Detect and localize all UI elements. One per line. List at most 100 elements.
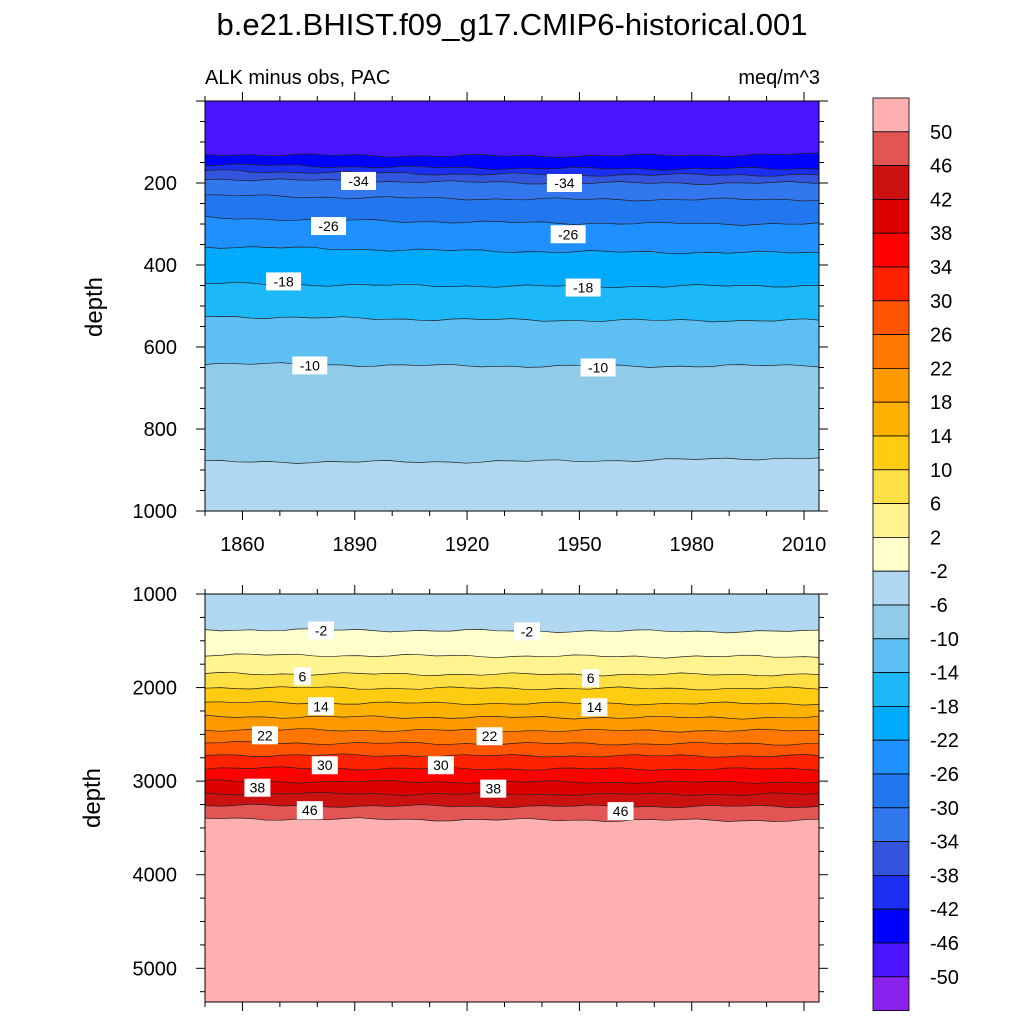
colorbar-box bbox=[872, 232, 910, 268]
colorbar-box bbox=[872, 773, 910, 809]
colorbar-box bbox=[872, 739, 910, 775]
top-contour-line bbox=[205, 163, 819, 171]
colorbar-box bbox=[872, 165, 910, 200]
top-x-tick-label: 1890 bbox=[333, 534, 378, 556]
colorbar-label: -42 bbox=[930, 899, 959, 921]
subtitle-right: meq/m^3 bbox=[738, 67, 820, 89]
colorbar-box bbox=[872, 942, 910, 978]
top-band bbox=[205, 457, 819, 511]
colorbar-box bbox=[872, 638, 910, 673]
colorbar-label: -50 bbox=[930, 967, 959, 989]
top-contour-label: -18 bbox=[274, 273, 294, 289]
colorbar-box bbox=[872, 198, 910, 234]
colorbar-box bbox=[872, 807, 910, 842]
top-y-tick-label: 400 bbox=[144, 255, 177, 277]
bottom-fills bbox=[205, 594, 819, 1002]
colorbar-box bbox=[872, 401, 910, 437]
bottom-contour-label-bg bbox=[427, 756, 454, 775]
top-contour-label: -34 bbox=[348, 173, 368, 189]
bottom-contour-label: 46 bbox=[302, 802, 318, 818]
bottom-contour-label-bg bbox=[308, 621, 335, 640]
colorbar-label: -30 bbox=[930, 798, 959, 820]
colorbar-label: -38 bbox=[930, 865, 959, 887]
colorbar-label: -18 bbox=[930, 696, 959, 718]
bottom-contour-label: 30 bbox=[433, 757, 449, 773]
top-y-tick-label: 600 bbox=[144, 337, 177, 359]
bottom-contour-line bbox=[205, 628, 819, 634]
top-contour-line bbox=[205, 169, 819, 177]
colorbar-box bbox=[872, 131, 910, 167]
top-contour-label: -10 bbox=[300, 357, 320, 373]
colorbar-box bbox=[872, 875, 910, 910]
top-y-tick-label: 1000 bbox=[133, 501, 178, 523]
colorbar-label: -2 bbox=[930, 561, 948, 583]
top-contour-label: -10 bbox=[588, 360, 608, 376]
colorbar-label: -14 bbox=[930, 663, 959, 685]
bottom-contour-line bbox=[205, 653, 819, 659]
bottom-band bbox=[205, 817, 819, 1002]
colorbar-box bbox=[872, 537, 910, 572]
colorbar-label: 42 bbox=[930, 189, 952, 211]
bottom-contour-label-bg bbox=[582, 669, 600, 688]
top-contour-label-bg bbox=[550, 225, 586, 244]
colorbar-box bbox=[872, 570, 910, 606]
top-contour-label-bg bbox=[341, 171, 376, 190]
colorbar-label: -22 bbox=[930, 730, 959, 752]
colorbar-box bbox=[872, 266, 910, 302]
colorbar-label: 38 bbox=[930, 223, 952, 245]
top-contour-line bbox=[205, 281, 819, 288]
top-contour-label: -18 bbox=[573, 280, 593, 296]
colorbar-label: 30 bbox=[930, 291, 952, 313]
colorbar-box bbox=[872, 672, 910, 707]
bottom-contour-label-bg bbox=[308, 697, 335, 716]
colorbar-label: -34 bbox=[930, 832, 959, 854]
colorbar-box bbox=[872, 334, 910, 369]
bottom-contour-line bbox=[205, 741, 819, 746]
bottom-contour-label-bg bbox=[296, 801, 323, 820]
bottom-contour-label: 6 bbox=[298, 668, 306, 684]
colorbar-label: 2 bbox=[930, 527, 941, 549]
colorbar-label: 46 bbox=[930, 156, 952, 178]
bottom-contour-line bbox=[205, 714, 819, 720]
top-contour-label-bg bbox=[311, 217, 347, 236]
bottom-contour-label-bg bbox=[607, 802, 634, 821]
colorbar-box bbox=[872, 604, 910, 640]
colorbar-label: 14 bbox=[930, 426, 952, 448]
top-contour-line bbox=[205, 178, 819, 185]
top-fills bbox=[205, 101, 819, 511]
top-x-tick-label: 1980 bbox=[669, 534, 714, 556]
top-contour-line bbox=[205, 457, 819, 464]
subtitle-left: ALK minus obs, PAC bbox=[205, 67, 390, 89]
top-contour-line bbox=[205, 215, 819, 226]
colorbar-label: 26 bbox=[930, 325, 952, 347]
top-x-tick-label: 1920 bbox=[445, 534, 490, 556]
bottom-y-tick-label: 4000 bbox=[133, 865, 178, 887]
bottom-contour-line bbox=[205, 700, 819, 706]
bottom-y-tick-label: 5000 bbox=[133, 958, 178, 980]
colorbar-box bbox=[872, 435, 910, 471]
top-contour-line bbox=[205, 246, 819, 255]
bottom-contour-line bbox=[205, 766, 819, 771]
colorbar-label: 50 bbox=[930, 122, 952, 144]
colorbar-box bbox=[872, 97, 910, 133]
top-ylabel: depth bbox=[81, 277, 108, 337]
top-contour-label: -26 bbox=[318, 218, 338, 234]
bottom-contour-line bbox=[205, 791, 819, 797]
top-contour-line bbox=[205, 316, 819, 323]
top-x-tick-label: 1950 bbox=[557, 534, 602, 556]
colorbar-label: 10 bbox=[930, 460, 952, 482]
bottom-contour-label: 22 bbox=[257, 727, 273, 743]
top-contour-line bbox=[205, 194, 819, 202]
bottom-contour-label: 38 bbox=[485, 781, 501, 797]
top-y-tick-label: 800 bbox=[144, 419, 177, 441]
colorbar-label: -46 bbox=[930, 933, 959, 955]
top-contour-label-bg bbox=[292, 356, 328, 375]
bottom-contour-label: -2 bbox=[521, 623, 534, 639]
bottom-frame bbox=[204, 593, 820, 1003]
bottom-contour-label: 30 bbox=[317, 757, 333, 773]
bottom-contour-label: -2 bbox=[315, 622, 328, 638]
colorbar: 50 46 42 38 34 30 26 22 18 14 10 6 2 -2 -6 -10 -14 -18 -22… bbox=[872, 97, 959, 1011]
top-contour-line bbox=[205, 152, 819, 158]
colorbar-label: -6 bbox=[930, 595, 948, 617]
